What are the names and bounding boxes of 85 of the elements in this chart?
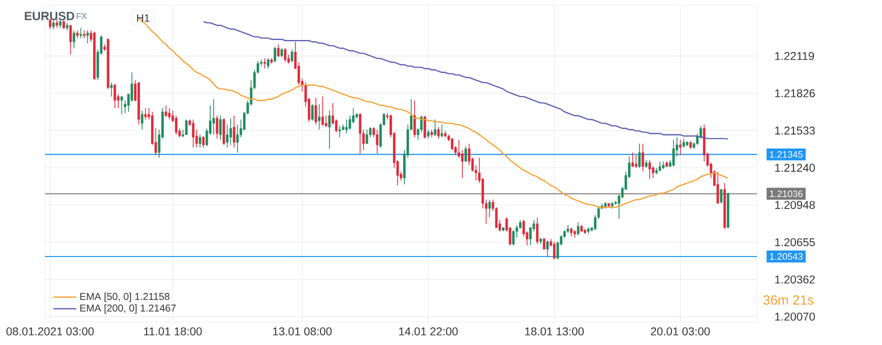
candlestick [202,136,205,148]
candlestick [546,240,549,258]
y-tick-label: 1.21826 [775,89,815,98]
candlestick [553,241,556,260]
chart-title: EURUSD [24,12,74,20]
candlestick [338,125,341,138]
candlestick [212,98,215,136]
candlestick [174,115,178,136]
candlestick [631,152,634,167]
x-tick-label: 20.01 03:00 [650,327,710,336]
candlestick [277,44,280,58]
text: FX [76,13,88,19]
candlestick [114,83,116,108]
candlestick [376,129,378,154]
candlestick [358,112,362,154]
text: 36m 21s [763,295,814,305]
candlestick [328,110,331,150]
candlestick [168,108,171,120]
y-tick-label: 1.22119 [775,52,814,60]
y-tick-label: 1.20655 [775,238,815,246]
candlestick [266,58,270,69]
candlestick [110,82,113,97]
candlestick [290,49,294,63]
candlestick [658,161,662,172]
candlestick [321,96,324,126]
candlestick [232,115,236,148]
candlestick [672,139,675,167]
ref-line-label: 1.21345 [770,151,803,158]
candlestick [144,108,147,120]
candlestick [130,72,134,102]
candlestick [120,96,123,115]
x-tick-label: 14.01 22:00 [399,327,458,336]
candlestick [576,222,580,236]
x-tick-label: 18.01 13:00 [525,327,584,336]
x-tick-label: 11.01 18:00 [144,327,202,336]
candlestick [284,48,286,63]
candlestick [48,18,52,30]
candlestick [226,124,228,148]
candlestick [219,115,222,140]
x-tick-label: 13.01 08:00 [273,327,332,336]
candlestick [80,27,82,38]
annotation: H1 [137,14,150,22]
candlestick [264,58,266,69]
candlestick [164,105,168,118]
candlestick [437,126,440,139]
candlestick [185,119,188,136]
candlestick [274,46,276,63]
candlestick [140,110,144,130]
x-tick-label: 08.01.2021 03:00 [6,327,94,336]
candlestick [86,30,89,44]
candlestick [314,97,318,125]
candlestick [542,237,546,250]
legend-label: EMA [200, 0] 1.21467 [80,304,176,314]
candlestick [434,119,436,136]
y-tick-label: 1.20362 [775,275,815,284]
ref-line-label: 1.21036 [770,190,803,198]
candlestick [464,146,467,162]
y-tick-label: 1.20948 [775,200,815,209]
ref-line-label: 1.20543 [770,253,803,260]
candlestick [679,139,682,156]
candlestick [648,160,651,180]
candlestick [488,199,491,218]
candlestick [311,104,314,122]
candlestick [716,171,720,204]
candlestick [216,115,218,139]
candlestick [345,119,348,134]
candlestick [192,119,194,148]
candlestick [69,24,72,56]
candlestick [318,104,320,130]
y-tick-label: 1.21533 [775,126,815,135]
candlestick [413,100,416,138]
candlestick [440,124,444,138]
candlestick [634,154,638,168]
candlestick [720,189,722,204]
legend-label: EMA [50, 0] 1.21158 [80,292,170,302]
candlestick [229,118,232,146]
candlestick [424,115,426,139]
candlestick [198,134,202,148]
candlestick [638,143,641,168]
y-tick-label: 1.20070 [775,312,815,321]
candlestick [72,30,76,49]
candlestick [366,129,368,144]
y-tick-label: 1.21240 [775,164,815,172]
candlestick [642,143,644,172]
candlestick [536,217,538,245]
